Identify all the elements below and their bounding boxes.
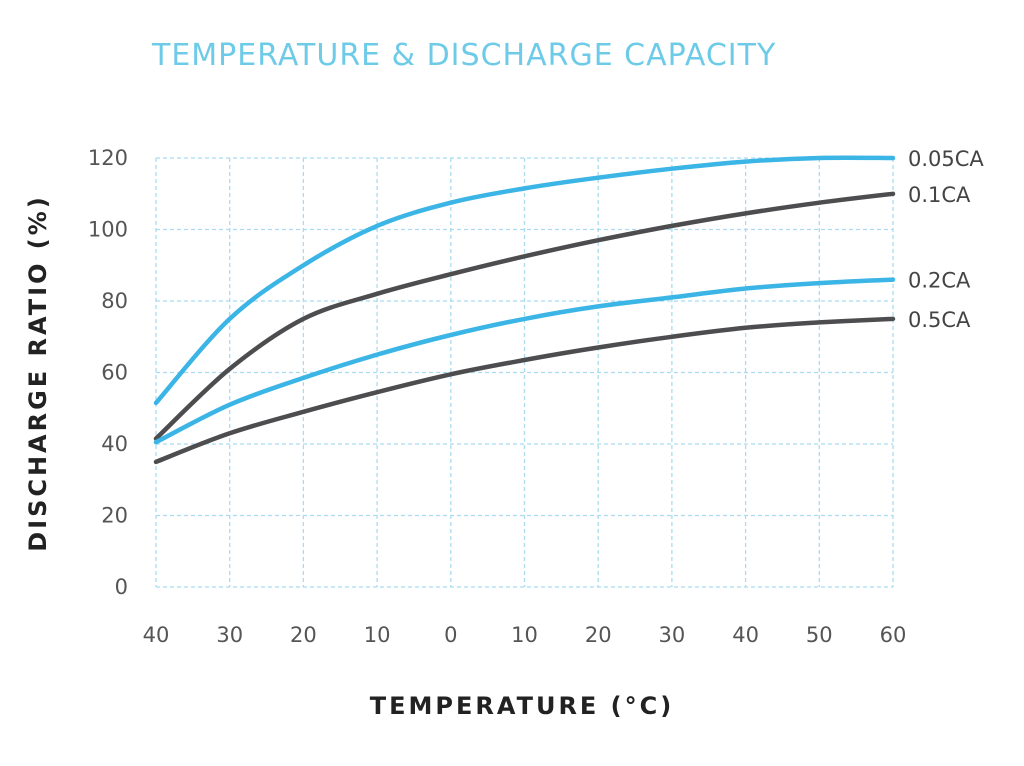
series-line-005ca	[153, 155, 896, 406]
y-tick-label: 100	[88, 218, 128, 242]
x-tick-label: 10	[364, 623, 391, 647]
x-tick-label: 40	[732, 623, 759, 647]
x-tick-label: 30	[216, 623, 243, 647]
x-axis-title: TEMPERATURE (°C)	[370, 692, 674, 720]
series-line-02ca	[153, 277, 896, 445]
series-label: 0.2CA	[908, 269, 971, 293]
y-tick-label: 120	[88, 146, 128, 170]
y-axis-ticks: 0 20 40 60 80 100 120	[88, 146, 128, 599]
series-label: 0.05CA	[908, 147, 984, 171]
series-labels: 0.05CA 0.1CA 0.2CA 0.5CA	[908, 147, 984, 332]
x-tick-label: 30	[659, 623, 686, 647]
y-tick-label: 0	[115, 575, 128, 599]
series-label: 0.5CA	[908, 308, 971, 332]
x-tick-label: 20	[290, 623, 317, 647]
x-axis-ticks: 40 30 20 10 0 10 20 30 40 50 60	[143, 623, 907, 647]
x-tick-label: 0	[444, 623, 457, 647]
y-axis-title: DISCHARGE RATIO (%)	[24, 194, 52, 552]
series-line-05ca	[153, 316, 896, 465]
grid	[155, 157, 894, 588]
x-tick-label: 20	[585, 623, 612, 647]
series-label: 0.1CA	[908, 183, 971, 207]
y-tick-label: 40	[101, 432, 128, 456]
x-tick-label: 10	[511, 623, 538, 647]
chart-title: TEMPERATURE & DISCHARGE CAPACITY	[152, 38, 777, 73]
series-line-01ca	[153, 191, 896, 441]
x-tick-label: 40	[143, 623, 170, 647]
y-tick-label: 80	[101, 289, 128, 313]
y-tick-label: 20	[101, 504, 128, 528]
x-tick-label: 60	[880, 623, 907, 647]
y-tick-label: 60	[101, 361, 128, 385]
series-lines	[153, 155, 896, 465]
x-tick-label: 50	[806, 623, 833, 647]
